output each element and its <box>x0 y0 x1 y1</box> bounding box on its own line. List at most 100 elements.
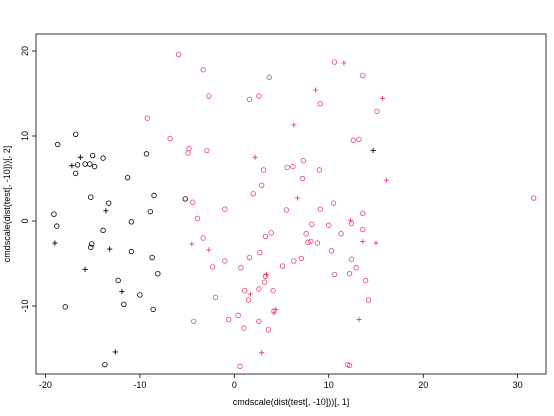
data-point-circle <box>100 227 106 234</box>
data-point-circle <box>190 199 196 205</box>
data-point-plus <box>259 350 265 356</box>
data-point-circle <box>331 271 338 278</box>
data-point-circle <box>242 288 248 294</box>
data-point-circle <box>353 265 359 271</box>
data-point-circle <box>89 241 95 247</box>
data-point-circle <box>155 271 161 277</box>
data-point-circle <box>348 220 355 227</box>
data-point-circle <box>100 155 106 161</box>
data-point-circle <box>88 194 94 200</box>
data-point-circle <box>151 192 157 199</box>
data-point-circle <box>167 135 173 142</box>
data-point-circle <box>360 210 366 217</box>
data-point-circle <box>316 167 323 173</box>
data-point-plus <box>380 96 386 102</box>
data-point-circle <box>102 361 108 368</box>
x-axis-label: cmdscale(dist(test[, -10]))[, 1] <box>233 397 350 407</box>
x-tick-label: 30 <box>513 380 523 390</box>
data-point-circle <box>241 325 247 331</box>
data-point-circle <box>235 312 241 319</box>
data-point-plus <box>52 240 58 246</box>
data-point-plus <box>247 291 253 297</box>
data-point-circle <box>317 206 323 212</box>
data-point-circle <box>144 115 151 121</box>
data-point-plus <box>383 177 389 183</box>
data-point-plus <box>273 306 279 312</box>
data-point-circle <box>308 238 314 245</box>
data-point-circle <box>200 235 206 241</box>
x-axis: -20 -10 0 10 20 30 <box>39 374 523 390</box>
data-point-circle <box>262 233 269 239</box>
data-point-circle <box>62 304 68 310</box>
data-point-circle <box>257 249 263 256</box>
data-point-circle <box>331 59 338 65</box>
data-point-circle <box>299 175 306 182</box>
data-point-circle <box>256 318 262 324</box>
data-point-circle <box>350 137 357 143</box>
data-point-circle <box>283 207 289 213</box>
data-point-circle <box>204 147 210 154</box>
data-point-circle <box>185 150 191 156</box>
data-point-circle <box>317 100 323 107</box>
x-tick-label: -20 <box>39 380 52 390</box>
data-point-plus <box>312 87 319 93</box>
data-point-circle <box>150 306 156 313</box>
data-point-circle <box>305 239 311 245</box>
x-tick-label: 20 <box>418 380 428 390</box>
data-point-circle <box>314 240 321 246</box>
data-point-plus <box>291 122 297 128</box>
data-point-plus <box>263 271 270 278</box>
data-point-circle <box>326 222 332 228</box>
data-point-circle <box>72 170 79 177</box>
data-point-plus <box>189 241 195 247</box>
y-tick-label: -10 <box>20 299 30 312</box>
data-point-circle <box>245 297 252 303</box>
data-point-circle <box>256 93 262 99</box>
data-point-circle <box>250 191 256 197</box>
data-point-circle <box>259 182 265 188</box>
data-point-circle <box>91 163 98 170</box>
data-point-circle <box>290 163 296 170</box>
data-point-circle <box>191 318 197 324</box>
data-point-circle <box>89 152 96 159</box>
data-point-circle <box>222 258 228 264</box>
y-axis: -10 0 10 20 <box>20 46 36 313</box>
data-point-circle <box>268 230 274 236</box>
data-point-plus <box>82 266 88 273</box>
data-point-circle <box>186 146 192 152</box>
data-point-circle <box>149 254 155 261</box>
data-point-plus <box>206 247 212 253</box>
data-point-circle <box>237 363 243 370</box>
data-point-plus <box>77 154 83 160</box>
data-point-circle <box>262 273 269 279</box>
data-point-circle <box>270 288 276 294</box>
data-point-circle <box>303 231 309 237</box>
data-point-circle <box>328 248 335 254</box>
y-tick-label: 20 <box>20 46 30 56</box>
y-tick-label: 10 <box>20 131 30 141</box>
data-point-circle <box>225 316 232 323</box>
data-point-plus <box>103 208 109 214</box>
data-point-circle <box>279 263 286 269</box>
data-point-circle <box>128 248 135 255</box>
data-point-circle <box>265 327 272 333</box>
y-tick-label: 0 <box>20 218 30 223</box>
data-point-plus <box>370 147 376 154</box>
data-point-circle <box>128 219 135 225</box>
data-point-circle <box>82 161 88 167</box>
x-tick-label: 0 <box>232 380 237 390</box>
data-point-circle <box>115 277 121 284</box>
data-point-circle <box>72 131 79 137</box>
data-point-circle <box>360 226 366 233</box>
data-point-plus <box>69 163 75 169</box>
data-point-circle <box>298 255 305 262</box>
data-point-plus <box>295 195 301 201</box>
data-point-circle <box>124 174 131 181</box>
y-axis-label: cmdscale(dist(test[, -10]))[, 2] <box>2 146 12 263</box>
data-point-circle <box>291 258 297 264</box>
data-point-circle <box>374 108 380 115</box>
data-point-plus <box>356 317 362 323</box>
data-point-circle <box>309 221 315 228</box>
plot-frame <box>35 33 547 375</box>
